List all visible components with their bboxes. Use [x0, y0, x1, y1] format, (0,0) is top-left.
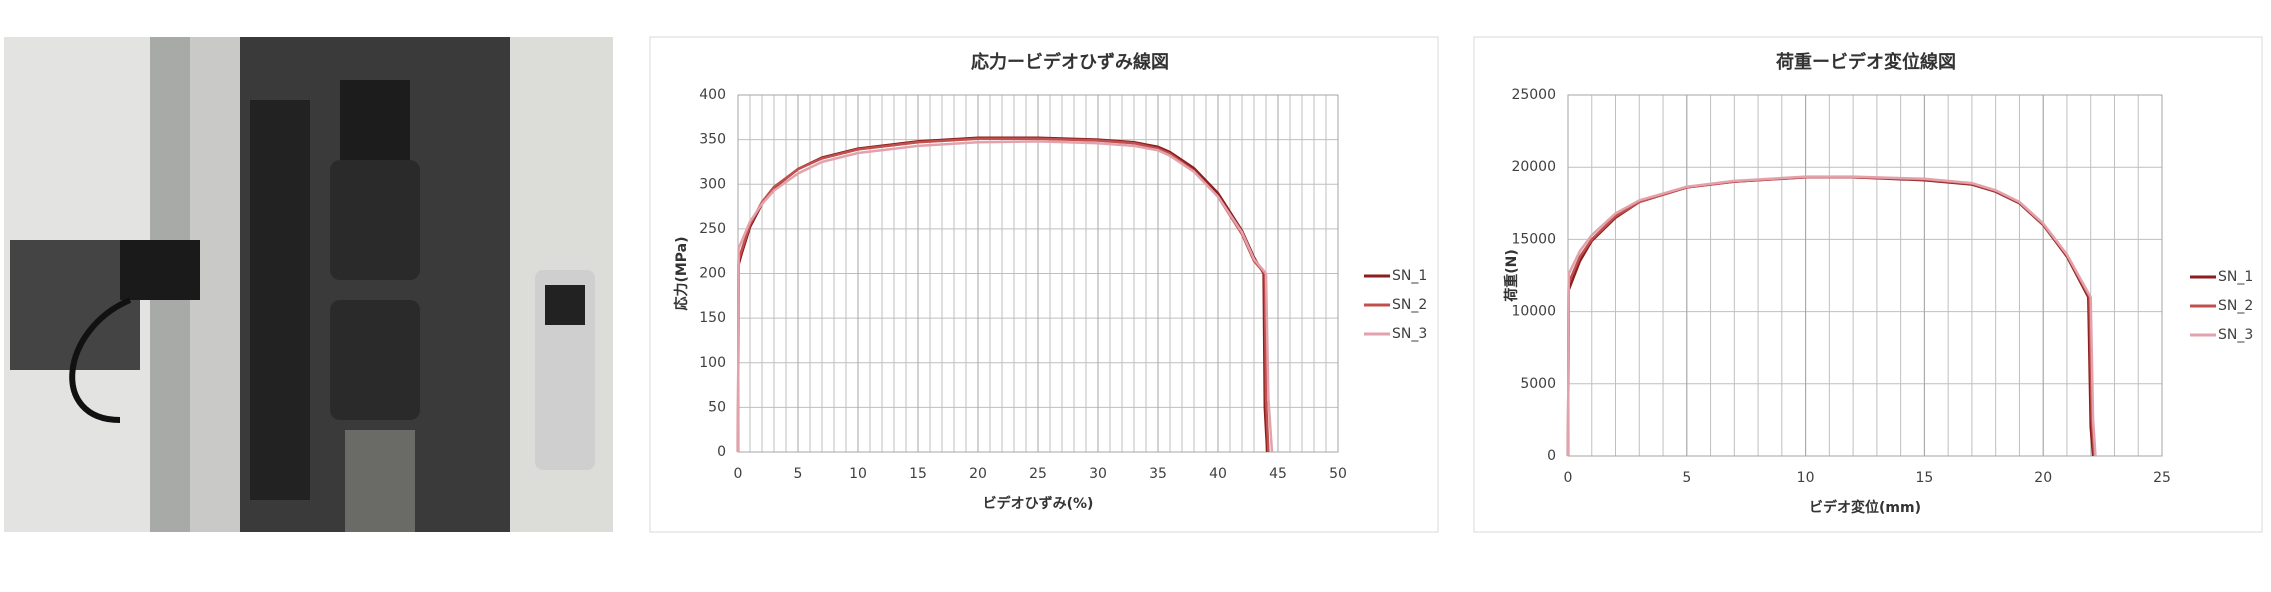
- x-tick-label: 0: [734, 466, 743, 482]
- y-tick-label: 0: [717, 444, 726, 460]
- y-tick-label: 100: [699, 355, 726, 371]
- x-axis-label: ビデオひずみ(%): [983, 495, 1094, 512]
- x-tick-label: 5: [794, 466, 803, 482]
- y-tick-label: 350: [699, 132, 726, 148]
- photo: [4, 37, 613, 532]
- y-tick-label: 15000: [1511, 231, 1556, 247]
- y-tick-label: 10000: [1511, 304, 1556, 320]
- legend-label: SN_1: [1392, 268, 1427, 284]
- x-tick-label: 40: [1209, 466, 1227, 482]
- y-axis-label: 応力(MPa): [673, 236, 690, 310]
- chart-frame: [1473, 36, 2263, 533]
- legend-label: SN_2: [1392, 297, 1427, 313]
- legend-label: SN_2: [2218, 298, 2253, 314]
- data-line: [736, 136, 1269, 453]
- data-line: [1566, 175, 2097, 457]
- x-tick-label: 50: [1329, 466, 1347, 482]
- y-tick-label: 150: [699, 310, 726, 326]
- x-tick-label: 10: [1797, 470, 1815, 486]
- data-line: [1566, 176, 2096, 457]
- y-tick-label: 300: [699, 176, 726, 192]
- y-tick-label: 400: [699, 87, 726, 103]
- x-tick-label: 5: [1682, 470, 1691, 486]
- x-tick-label: 10: [849, 466, 867, 482]
- data-line: [736, 137, 1270, 453]
- data-line: [1566, 176, 2095, 457]
- data-line: [736, 140, 1274, 453]
- x-tick-label: 0: [1564, 470, 1573, 486]
- y-tick-label: 0: [1547, 448, 1556, 464]
- x-tick-label: 30: [1089, 466, 1107, 482]
- x-tick-label: 25: [1029, 466, 1047, 482]
- x-tick-label: 15: [909, 466, 927, 482]
- legend-label: SN_1: [2218, 269, 2253, 285]
- legend-label: SN_3: [2218, 327, 2253, 343]
- plot-frame: [1567, 94, 2163, 457]
- y-axis-label: 荷重(N): [1503, 249, 1520, 303]
- x-tick-label: 15: [1915, 470, 1933, 486]
- y-tick-label: 200: [699, 266, 726, 282]
- legend-label: SN_3: [1392, 326, 1427, 342]
- x-tick-label: 20: [2034, 470, 2052, 486]
- chart-title: 荷重ービデオ変位線図: [1776, 51, 1956, 73]
- chart-title: 応力ービデオひずみ線図: [971, 51, 1169, 73]
- x-tick-label: 35: [1149, 466, 1167, 482]
- x-tick-label: 45: [1269, 466, 1287, 482]
- chart-frame: [649, 36, 1439, 533]
- y-tick-label: 250: [699, 221, 726, 237]
- y-tick-label: 20000: [1511, 159, 1556, 175]
- y-tick-label: 50: [708, 399, 726, 415]
- x-axis-label: ビデオ変位(mm): [1809, 499, 1921, 516]
- y-tick-label: 5000: [1520, 376, 1556, 392]
- x-tick-label: 20: [969, 466, 987, 482]
- y-tick-label: 25000: [1511, 87, 1556, 103]
- x-tick-label: 25: [2153, 470, 2171, 486]
